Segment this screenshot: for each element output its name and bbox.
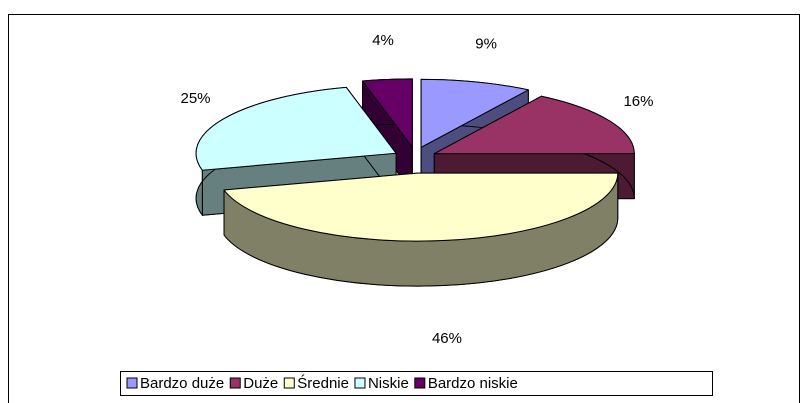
- legend: Bardzo duże Duże Średnie Niskie Bardzo niski…: [126, 374, 518, 392]
- data-label: 4%: [372, 32, 394, 49]
- pie: [195, 78, 635, 287]
- slice: [195, 86, 397, 171]
- legend-label: Bardzo niskie: [428, 375, 518, 392]
- slice: [362, 78, 413, 148]
- data-label: 25%: [180, 90, 210, 107]
- legend-swatch: [354, 377, 366, 389]
- legend-swatch: [283, 377, 295, 389]
- data-label: 9%: [475, 36, 497, 53]
- data-labels: 4% 9% 25% 16% 46%: [180, 32, 653, 347]
- legend-swatch: [414, 377, 426, 389]
- slice: [223, 172, 619, 242]
- legend-label: Bardzo duże: [140, 375, 224, 392]
- legend-label: Niskie: [368, 375, 409, 392]
- legend-swatch: [229, 377, 241, 389]
- legend-label: Duże: [243, 375, 278, 392]
- slice: [433, 95, 635, 155]
- legend-swatch: [126, 377, 138, 389]
- legend-label: Średnie: [297, 374, 349, 392]
- slice: [420, 78, 529, 148]
- data-label: 46%: [432, 330, 462, 347]
- data-label: 16%: [623, 93, 653, 110]
